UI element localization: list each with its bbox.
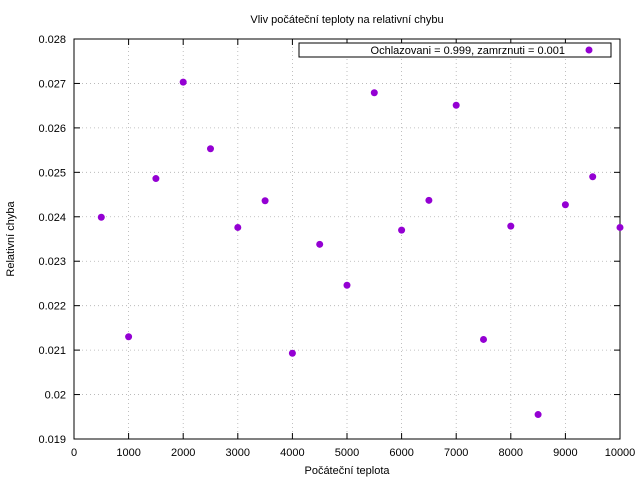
- legend: Ochlazovani = 0.999, zamrznuti = 0.001: [298, 42, 612, 58]
- y-tick-label: 0.028: [38, 34, 66, 46]
- data-point: [234, 223, 242, 231]
- data-point: [97, 213, 105, 221]
- x-tick-label: 8000: [499, 447, 523, 459]
- x-tick-label: 6000: [389, 447, 413, 459]
- y-axis-label: Relativní chyba: [5, 201, 17, 277]
- data-point: [179, 78, 187, 86]
- data-point: [398, 226, 406, 234]
- data-point: [534, 411, 542, 419]
- data-point: [152, 175, 160, 183]
- data-point: [616, 223, 624, 231]
- y-tick-label: 0.019: [38, 434, 66, 446]
- x-tick-label: 1000: [116, 447, 140, 459]
- x-tick-label: 7000: [444, 447, 468, 459]
- legend-marker: [585, 46, 593, 54]
- data-point: [288, 349, 296, 357]
- legend-label: Ochlazovani = 0.999, zamrznuti = 0.001: [371, 45, 565, 57]
- chart-title: Vliv počáteční teploty na relativní chyb…: [250, 14, 443, 26]
- y-tick-label: 0.024: [38, 212, 66, 224]
- x-tick-label: 0: [71, 447, 77, 459]
- axis-ticks: 0 1000 2000 3000 4000 5000 6000 7000 8000 9000 100…: [38, 34, 635, 459]
- y-tick-label: 0.021: [38, 345, 66, 357]
- data-point: [425, 196, 433, 204]
- data-point: [316, 240, 324, 248]
- data-point: [452, 101, 460, 109]
- x-tick-label: 4000: [280, 447, 304, 459]
- data-point: [125, 333, 133, 341]
- x-axis-label: Počáteční teplota: [304, 465, 390, 477]
- data-point: [370, 89, 378, 97]
- data-point: [561, 201, 569, 209]
- legend-box: [298, 42, 612, 58]
- y-tick-label: 0.023: [38, 256, 66, 268]
- data-point: [343, 281, 351, 289]
- y-tick-label: 0.022: [38, 301, 66, 313]
- data-point: [480, 335, 487, 343]
- data-point: [261, 197, 269, 205]
- data-points: [97, 78, 624, 419]
- x-tick-label: 10000: [605, 447, 636, 459]
- y-tick-label: 0.02: [45, 390, 66, 402]
- x-tick-label: 5000: [335, 447, 359, 459]
- y-tick-label: 0.027: [38, 78, 66, 90]
- x-tick-label: 2000: [171, 447, 195, 459]
- x-tick-label: 3000: [226, 447, 250, 459]
- grid-lines: [74, 39, 620, 439]
- y-tick-label: 0.026: [38, 123, 66, 135]
- data-point: [207, 145, 214, 153]
- x-tick-label: 9000: [553, 447, 577, 459]
- data-point: [589, 173, 597, 181]
- y-tick-label: 0.025: [38, 167, 66, 179]
- data-point: [507, 222, 515, 230]
